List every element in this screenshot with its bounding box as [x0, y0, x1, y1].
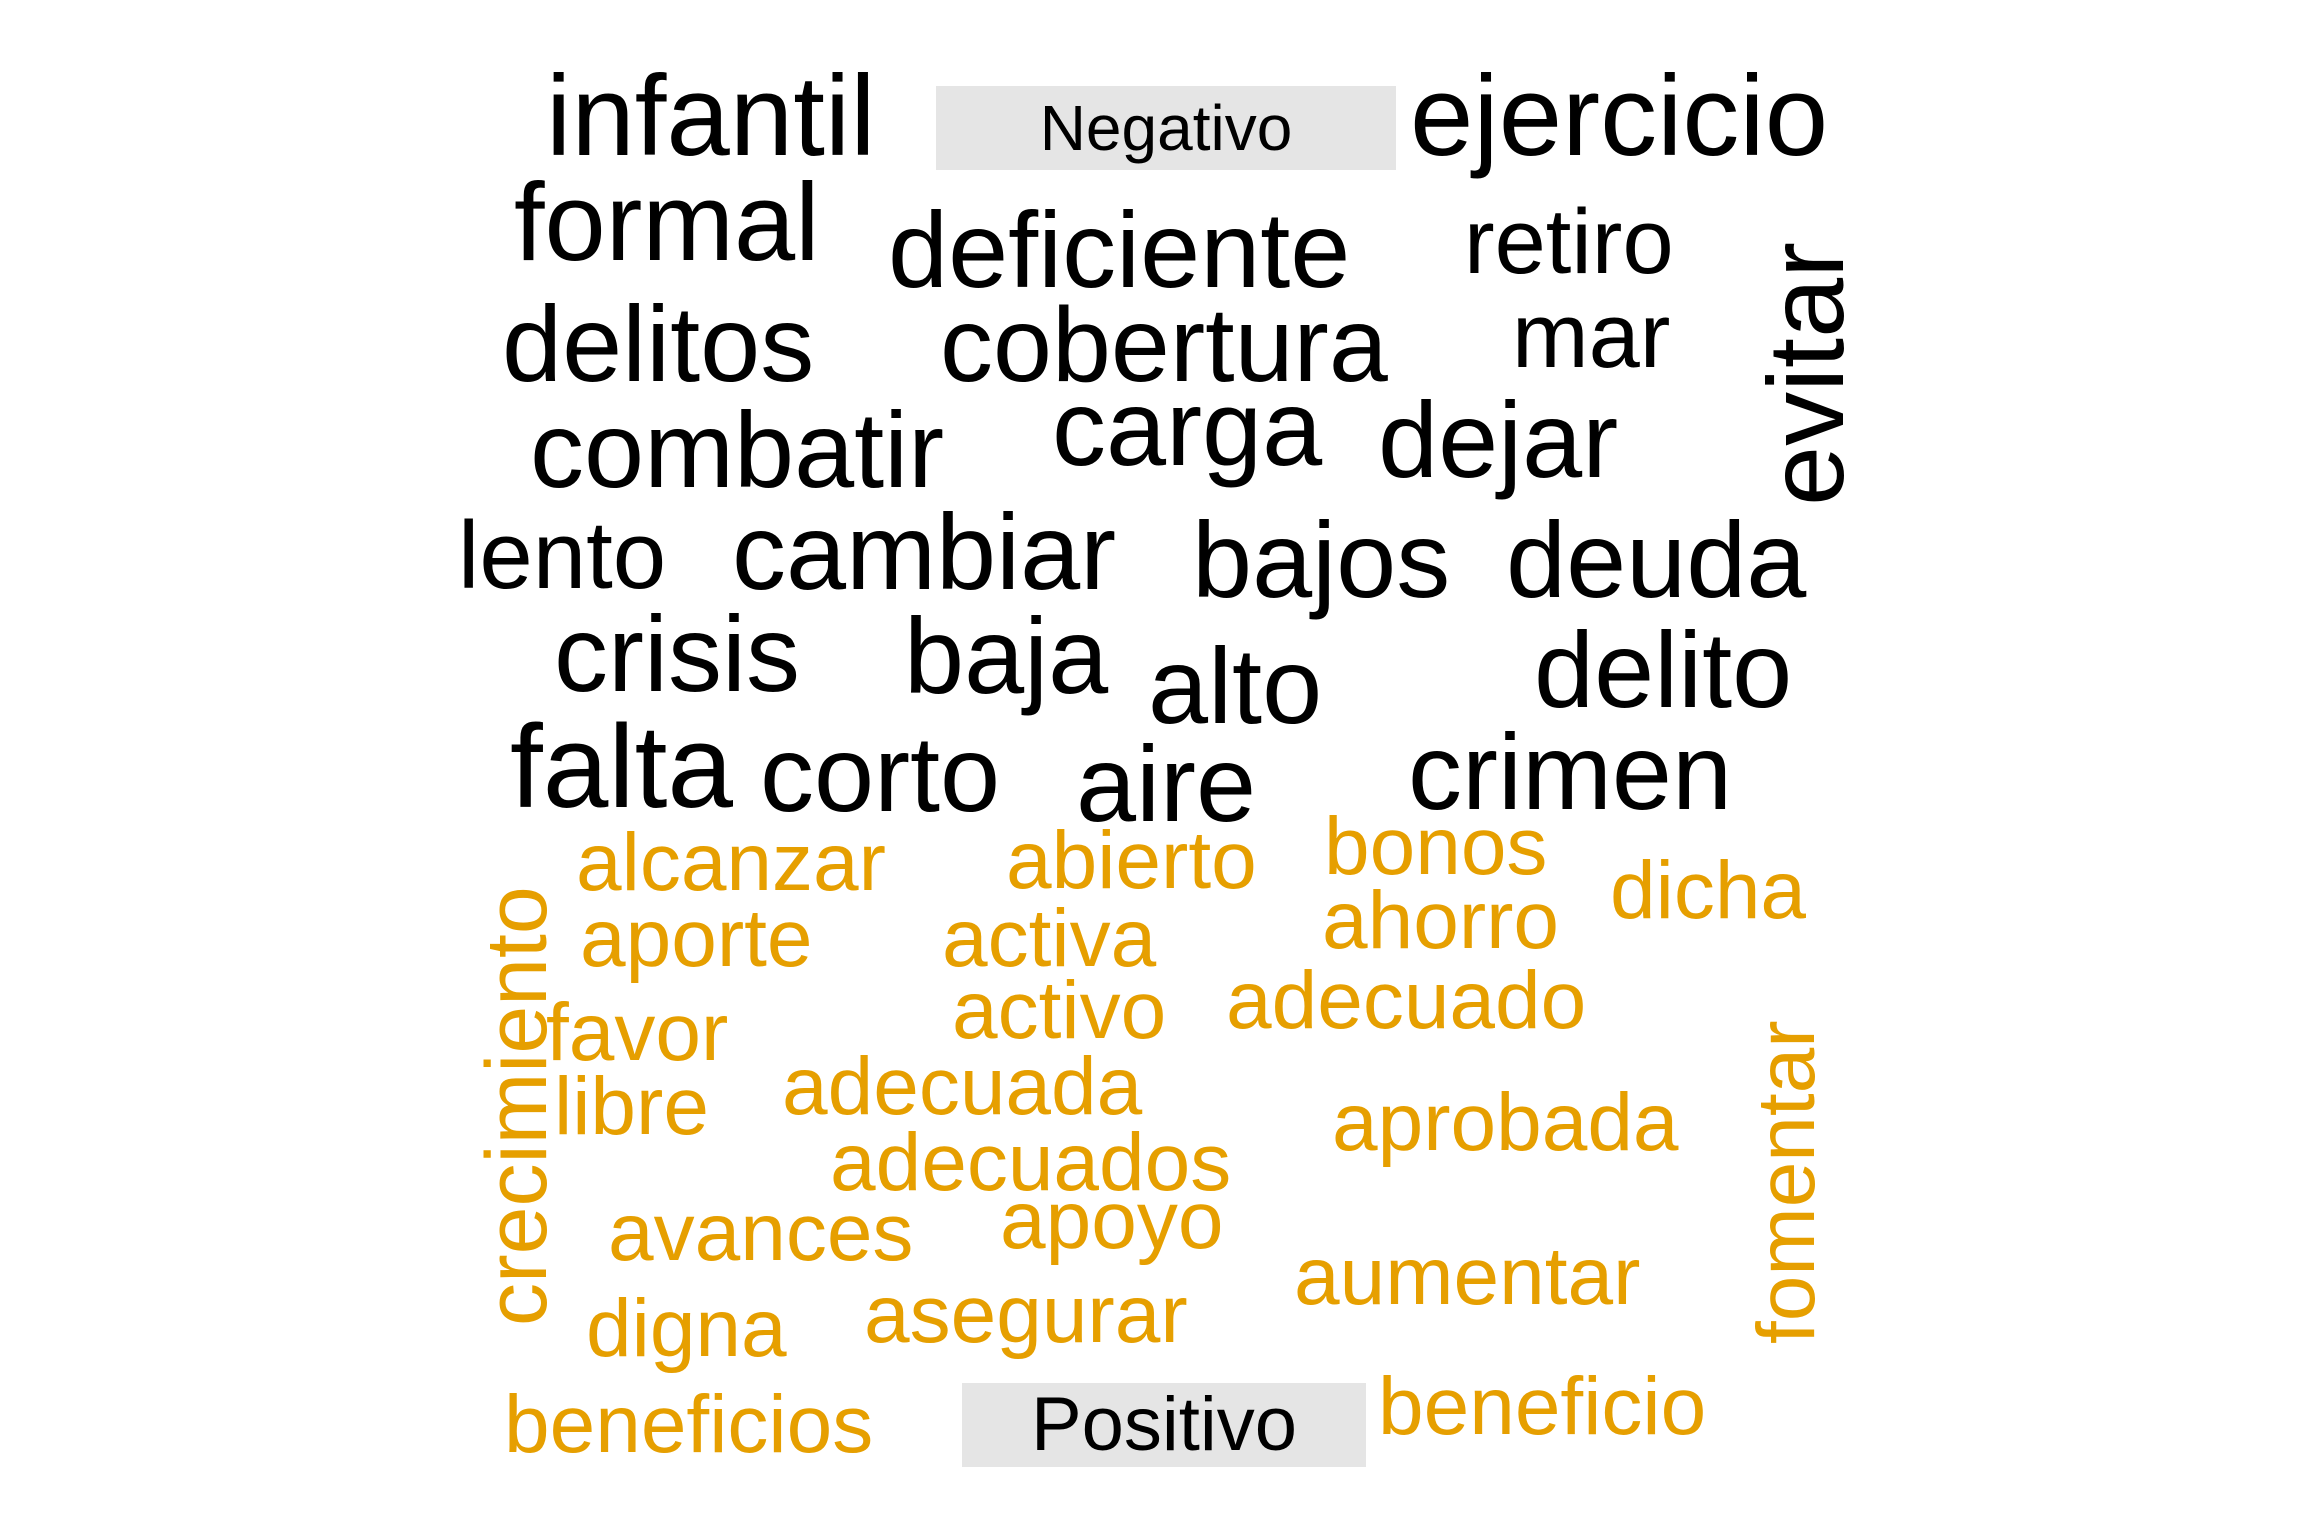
word-corto: corto: [760, 713, 1001, 834]
word-aprobada: aprobada: [1332, 1077, 1679, 1168]
word-aporte: aporte: [580, 893, 813, 984]
word-favor: favor: [546, 987, 729, 1078]
word-evitar: evitar: [1745, 241, 1866, 506]
word-aumentar: aumentar: [1294, 1231, 1641, 1322]
word-adecuado: adecuado: [1226, 955, 1587, 1046]
word-activo: activo: [952, 965, 1167, 1056]
positive-group-label-text: Positivo: [1030, 1382, 1298, 1467]
word-apoyo: apoyo: [1000, 1175, 1224, 1266]
word-avances: avances: [608, 1187, 914, 1278]
word-ahorro: ahorro: [1322, 875, 1560, 966]
word-ejercicio: ejercicio: [1410, 53, 1829, 180]
negative-group-label-text: Negativo: [1039, 92, 1293, 164]
word-libre: libre: [554, 1061, 709, 1152]
word-crimen: crimen: [1408, 711, 1733, 832]
word-fomentar: fomentar: [1741, 1020, 1832, 1344]
word-crecimiento: crecimiento: [469, 886, 565, 1326]
word-beneficios: beneficios: [504, 1379, 874, 1470]
word-formal: formal: [514, 161, 820, 284]
word-adecuados: adecuados: [830, 1117, 1232, 1208]
word-falta: falta: [510, 701, 734, 833]
word-infantil: infantil: [546, 53, 876, 180]
word-abierto: abierto: [1006, 815, 1257, 906]
word-carga: carga: [1052, 367, 1323, 488]
word-delitos: delitos: [502, 283, 815, 404]
word-deficiente: deficiente: [888, 189, 1351, 310]
word-delito: delito: [1534, 609, 1793, 730]
word-bajos: bajos: [1192, 499, 1451, 620]
word-bonos: bonos: [1324, 801, 1548, 892]
word-crisis: crisis: [554, 593, 800, 714]
negative-group-label: Negativo: [936, 86, 1396, 170]
word-asegurar: asegurar: [864, 1269, 1188, 1360]
word-cambiar: cambiar: [732, 491, 1117, 612]
word-dicha: dicha: [1610, 845, 1807, 936]
word-alcanzar: alcanzar: [576, 817, 886, 908]
word-adecuada: adecuada: [782, 1041, 1143, 1132]
word-retiro: retiro: [1464, 191, 1674, 293]
positive-group-label: Positivo: [962, 1383, 1366, 1467]
word-baja: baja: [904, 595, 1109, 716]
word-activa: activa: [942, 893, 1157, 984]
word-digna: digna: [586, 1283, 787, 1374]
word-lento: lento: [458, 502, 667, 609]
word-aire: aire: [1076, 723, 1257, 844]
word-cobertura: cobertura: [940, 286, 1388, 404]
word-dejar: dejar: [1378, 379, 1619, 500]
word-deuda: deuda: [1506, 499, 1807, 620]
word-beneficio: beneficio: [1378, 1361, 1707, 1452]
word-combatir: combatir: [530, 389, 945, 510]
word-mar: mar: [1512, 285, 1671, 387]
word-alto: alto: [1148, 625, 1323, 746]
